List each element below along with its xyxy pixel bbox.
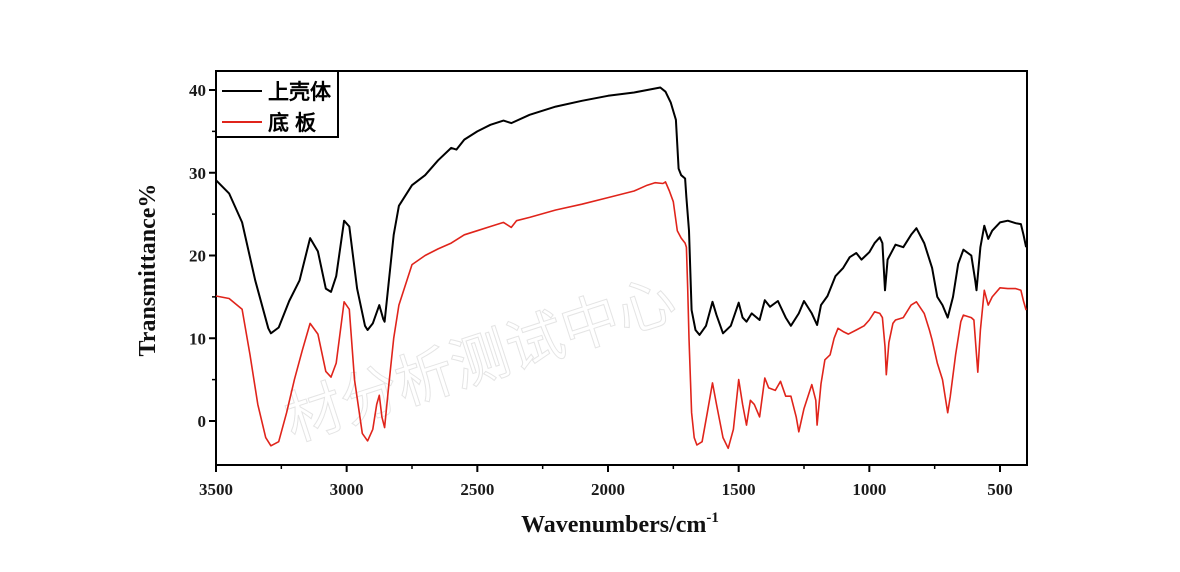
y-tick-label: 10 bbox=[189, 329, 206, 348]
legend-item-upper-shell: 上壳体 bbox=[222, 80, 332, 104]
x-tick-label: 1000 bbox=[852, 480, 886, 499]
legend-label: 上壳体 bbox=[268, 80, 332, 104]
legend: 上壳体 底板 bbox=[215, 70, 339, 138]
x-tick-label: 1500 bbox=[722, 480, 756, 499]
y-axis-ticks: 0 10 20 30 40 bbox=[189, 81, 216, 431]
series-upper-shell-line bbox=[215, 86, 1028, 336]
y-axis-title: Transmittance% bbox=[135, 184, 161, 357]
series-bottom-plate-line bbox=[215, 181, 1027, 450]
y-tick-label: 0 bbox=[198, 412, 207, 431]
legend-box bbox=[215, 70, 339, 138]
x-tick-label: 3500 bbox=[199, 480, 233, 499]
series-layer bbox=[215, 86, 1028, 450]
plot-frame bbox=[215, 70, 1028, 466]
y-tick-label: 20 bbox=[189, 247, 206, 266]
x-axis-title: Wavenumbers/cm-1 bbox=[521, 510, 719, 538]
y-tick-label: 30 bbox=[189, 164, 206, 183]
y-tick-label: 40 bbox=[189, 81, 206, 100]
x-axis-ticks: 3500 3000 2500 2000 1500 1000 500 bbox=[199, 465, 1013, 499]
x-tick-label: 2500 bbox=[460, 480, 494, 499]
x-tick-label: 3000 bbox=[330, 480, 364, 499]
legend-item-bottom-plate: 底板 bbox=[222, 111, 322, 135]
x-tick-label: 2000 bbox=[591, 480, 625, 499]
x-tick-label: 500 bbox=[987, 480, 1013, 499]
legend-label: 底板 bbox=[268, 111, 322, 135]
